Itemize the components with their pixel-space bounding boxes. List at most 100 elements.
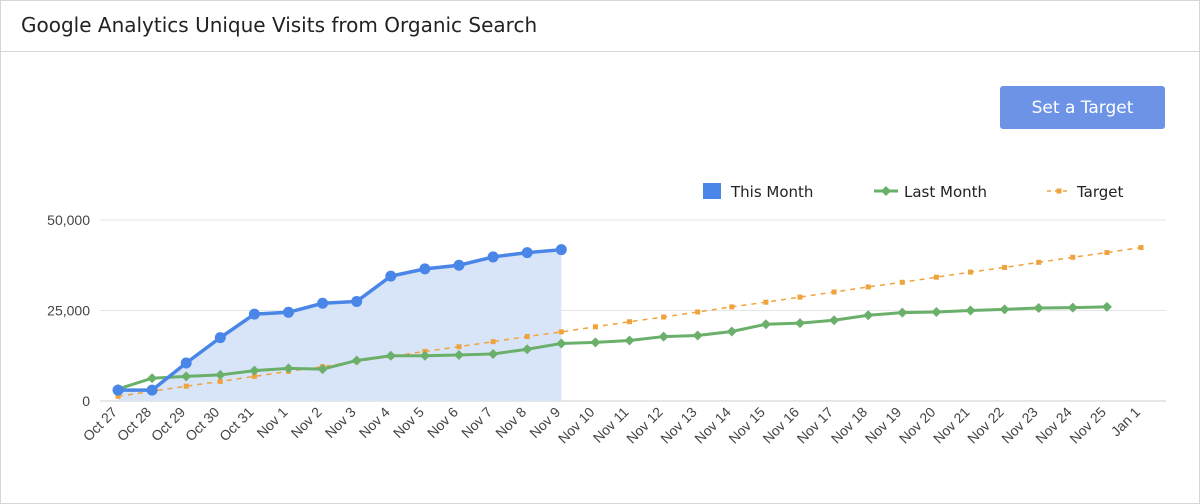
last-month-line (117, 305, 1107, 391)
last-month-point (726, 326, 737, 337)
target-point (627, 319, 632, 325)
x-tick-label: Nov 7 (458, 404, 495, 441)
x-tick-label: Nov 18 (828, 404, 871, 447)
target-point (251, 373, 257, 379)
target-point (592, 324, 598, 330)
last-month-point (1101, 301, 1112, 312)
last-month-point (181, 371, 192, 382)
legend-label-target: Target (1076, 183, 1124, 201)
target-point (456, 344, 462, 350)
target-point (1036, 259, 1042, 265)
last-month-point (863, 310, 874, 321)
x-tick-label: Nov 10 (555, 404, 598, 447)
target-point (490, 339, 496, 345)
this-month-point (521, 247, 533, 259)
legend-marker-target (1056, 188, 1062, 194)
last-month-point (829, 315, 840, 326)
target-point (1002, 264, 1008, 270)
this-month-point (487, 251, 499, 263)
target-point (763, 299, 769, 305)
this-month-point (248, 308, 260, 320)
this-month-point (112, 384, 124, 396)
last-month-point (556, 338, 567, 349)
target-point (1070, 254, 1076, 260)
x-tick-label: Oct 30 (182, 404, 223, 445)
target-point (1138, 245, 1144, 251)
legend-swatch-this-month (703, 183, 721, 199)
x-tick-label: Nov 1 (253, 404, 290, 441)
x-tick-label: Nov 12 (623, 404, 666, 447)
card-title: Google Analytics Unique Visits from Orga… (21, 13, 538, 37)
last-month-point (454, 350, 464, 361)
x-tick-label: Oct 28 (114, 404, 155, 445)
target-point (695, 309, 701, 315)
last-month-point (522, 344, 533, 355)
last-month-point (999, 304, 1010, 315)
this-month-point (146, 384, 158, 396)
last-month-point (897, 307, 908, 318)
x-tick-label: Nov 25 (1066, 404, 1109, 447)
x-tick-label: Nov 23 (998, 404, 1041, 447)
x-tick-label: Jan 1 (1108, 404, 1144, 440)
legend-label-this-month: This Month (730, 183, 813, 201)
last-month-point (419, 350, 430, 361)
last-month-point (590, 337, 601, 348)
x-tick-label: Oct 27 (80, 404, 121, 445)
x-tick-label: Nov 16 (759, 404, 802, 447)
last-month-point (147, 373, 158, 384)
last-month-point (658, 331, 669, 342)
y-tick-label: 50,000 (47, 212, 90, 228)
target-point (968, 269, 973, 275)
x-tick-label: Nov 14 (691, 404, 734, 447)
this-month-point (180, 357, 192, 369)
legend-marker-last-month (881, 186, 891, 196)
x-tick-label: Nov 3 (322, 404, 359, 441)
x-tick-label: Nov 20 (896, 404, 939, 447)
last-month-point (1033, 302, 1044, 313)
this-month-point (385, 270, 397, 282)
last-month-point (385, 350, 396, 361)
x-tick-label: Nov 5 (390, 404, 427, 441)
target-point (661, 314, 667, 320)
last-month-point (965, 305, 976, 316)
card-header: Google Analytics Unique Visits from Orga… (1, 1, 1199, 52)
x-tick-label: Nov 4 (356, 404, 393, 441)
this-month-area (118, 249, 562, 401)
target-point (115, 393, 121, 399)
this-month-line (118, 247, 562, 392)
y-tick-label: 0 (82, 393, 90, 409)
last-month-point (317, 364, 328, 375)
target-point (729, 304, 735, 310)
last-month-point (351, 355, 362, 366)
last-month-point (249, 365, 260, 376)
last-month-point (931, 306, 942, 317)
last-month-point (1067, 302, 1078, 313)
x-tick-label: Nov 21 (930, 404, 973, 447)
target-point (183, 383, 189, 389)
this-month-point (283, 306, 294, 318)
x-tick-label: Oct 29 (148, 404, 189, 445)
x-tick-label: Nov 2 (288, 404, 325, 441)
target-point (524, 334, 530, 340)
target-point (558, 329, 564, 335)
x-tick-label: Nov 13 (657, 404, 700, 447)
target-point (933, 274, 939, 280)
last-month-point (488, 348, 499, 359)
x-tick-label: Nov 11 (590, 404, 632, 446)
legend-label-last-month: Last Month (904, 183, 987, 201)
x-tick-label: Nov 6 (424, 404, 461, 441)
this-month-point (317, 297, 329, 309)
target-point (217, 378, 223, 384)
target-point (1104, 250, 1110, 256)
x-tick-label: Nov 17 (794, 404, 837, 447)
x-tick-label: Nov 24 (1032, 404, 1075, 447)
last-month-point (795, 318, 805, 329)
last-month-point (215, 369, 226, 380)
last-month-point (283, 363, 294, 374)
last-month-point (692, 330, 703, 341)
target-point (899, 279, 905, 285)
set-target-button[interactable]: Set a Target (1000, 86, 1165, 129)
target-point (797, 294, 803, 300)
target-point (831, 289, 837, 295)
